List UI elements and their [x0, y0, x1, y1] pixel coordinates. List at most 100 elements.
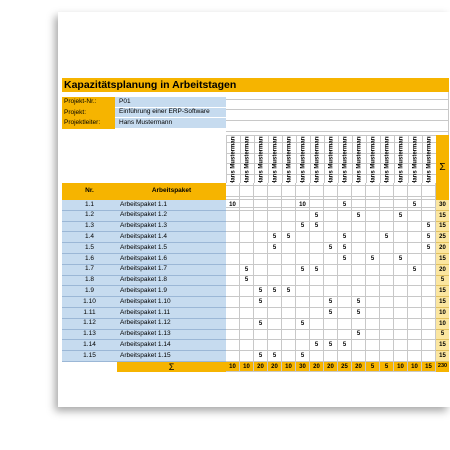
- project-label: Projekt:: [62, 107, 115, 118]
- capacity-cell: [366, 243, 380, 254]
- capacity-cell: [366, 232, 380, 244]
- capacity-cell: [296, 286, 310, 298]
- capacity-cell: [352, 275, 366, 287]
- title: Kapazitätsplanung in Arbeitstagen: [62, 78, 449, 92]
- row-name: Arbeitspaket 1.2: [117, 210, 226, 222]
- capacity-cell: [394, 200, 408, 211]
- capacity-cell: [338, 308, 352, 319]
- capacity-cell: [296, 232, 310, 244]
- capacity-cell: 5: [310, 210, 324, 222]
- capacity-cell: 5: [240, 275, 254, 287]
- total-cell: 30: [296, 362, 310, 372]
- capacity-cell: 5: [394, 210, 408, 222]
- capacity-cell: [282, 200, 296, 211]
- capacity-cell: 5: [268, 351, 282, 362]
- total-cell: 20: [324, 362, 338, 372]
- project-value: Einführung einer ERP-Software: [115, 107, 226, 118]
- capacity-cell: [268, 264, 282, 276]
- capacity-cell: [226, 286, 240, 298]
- capacity-cell: [324, 210, 338, 222]
- total-cell: 10: [240, 362, 254, 372]
- person-header: Hans Mustermann: [240, 135, 254, 183]
- capacity-cell: [254, 200, 268, 211]
- capacity-cell: [282, 329, 296, 341]
- total-cell: 15: [422, 362, 436, 372]
- capacity-cell: 5: [338, 200, 352, 211]
- row-sum: 5: [436, 329, 449, 341]
- row-nr: 1.9: [62, 286, 117, 298]
- capacity-cell: [338, 351, 352, 362]
- capacity-cell: [408, 232, 422, 244]
- capacity-cell: [366, 329, 380, 341]
- capacity-cell: [240, 210, 254, 222]
- capacity-cell: [394, 318, 408, 330]
- capacity-cell: [296, 308, 310, 319]
- row-nr: 1.4: [62, 232, 117, 244]
- capacity-cell: [422, 329, 436, 341]
- row-name: Arbeitspaket 1.13: [117, 329, 226, 341]
- capacity-cell: [422, 340, 436, 352]
- capacity-cell: [268, 308, 282, 319]
- capacity-cell: [366, 275, 380, 287]
- capacity-cell: [226, 264, 240, 276]
- row-name: Arbeitspaket 1.12: [117, 318, 226, 330]
- capacity-cell: [380, 243, 394, 254]
- capacity-cell: [254, 308, 268, 319]
- capacity-cell: [338, 318, 352, 330]
- capacity-cell: [394, 232, 408, 244]
- project-value: Hans Mustermann: [115, 118, 226, 129]
- capacity-cell: 5: [310, 340, 324, 352]
- capacity-cell: [408, 210, 422, 222]
- header-gap: [324, 183, 338, 200]
- capacity-cell: [422, 297, 436, 308]
- capacity-cell: [324, 275, 338, 287]
- capacity-cell: 5: [324, 340, 338, 352]
- capacity-cell: 10: [296, 200, 310, 211]
- capacity-cell: [226, 243, 240, 254]
- capacity-cell: [366, 308, 380, 319]
- total-sum: 230: [436, 362, 449, 372]
- capacity-cell: [310, 318, 324, 330]
- row-sum: 15: [436, 210, 449, 222]
- person-header: Hans Mustermann: [394, 135, 408, 183]
- row-nr: 1.2: [62, 210, 117, 222]
- package-header: Arbeitspaket: [117, 183, 226, 200]
- capacity-cell: [408, 351, 422, 362]
- capacity-cell: 5: [282, 232, 296, 244]
- capacity-cell: [408, 275, 422, 287]
- capacity-cell: [338, 286, 352, 298]
- total-cell: 20: [310, 362, 324, 372]
- capacity-cell: [254, 275, 268, 287]
- person-header: Hans Mustermann: [296, 135, 310, 183]
- header-gap: [366, 183, 380, 200]
- person-header: Hans Mustermann: [422, 135, 436, 183]
- capacity-cell: [240, 329, 254, 341]
- row-nr: 1.10: [62, 297, 117, 308]
- header-gap: [338, 183, 352, 200]
- capacity-cell: [338, 297, 352, 308]
- capacity-cell: [296, 243, 310, 254]
- capacity-cell: 5: [324, 308, 338, 319]
- row-sum: 20: [436, 264, 449, 276]
- capacity-cell: [408, 308, 422, 319]
- capacity-cell: [254, 254, 268, 265]
- capacity-cell: [254, 329, 268, 341]
- capacity-cell: [338, 329, 352, 341]
- capacity-cell: [394, 297, 408, 308]
- capacity-cell: [268, 210, 282, 222]
- row-sum: 15: [436, 221, 449, 233]
- capacity-cell: [296, 254, 310, 265]
- header-gap: [240, 183, 254, 200]
- capacity-cell: [380, 221, 394, 233]
- total-cell: 10: [282, 362, 296, 372]
- capacity-cell: [268, 221, 282, 233]
- row-name: Arbeitspaket 1.4: [117, 232, 226, 244]
- capacity-cell: [366, 210, 380, 222]
- capacity-cell: [226, 340, 240, 352]
- capacity-cell: [338, 210, 352, 222]
- row-sum: 10: [436, 308, 449, 319]
- total-cell: 10: [394, 362, 408, 372]
- capacity-cell: [408, 340, 422, 352]
- row-sum: 25: [436, 232, 449, 244]
- capacity-cell: [408, 243, 422, 254]
